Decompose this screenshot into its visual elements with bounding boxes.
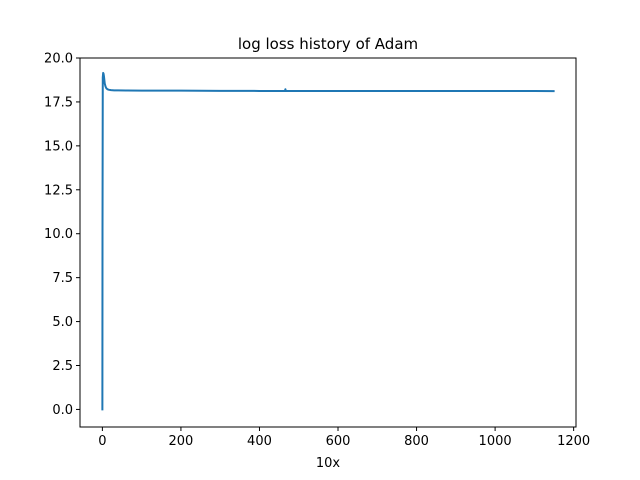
y-tick-label: 2.5 (52, 359, 73, 374)
x-tick-label: 1000 (479, 434, 512, 449)
series-line-0 (101, 71, 555, 411)
y-tick-label: 20.0 (44, 52, 73, 67)
x-tick-label: 200 (169, 434, 194, 449)
x-axis-label: 10x (316, 456, 341, 471)
y-tick-label: 17.5 (44, 95, 73, 110)
x-tick-label: 800 (404, 434, 429, 449)
plot-area: 0 200 400 600 800 1000 1200 0.0 2.5 5.0 7.5 10.0 12.… (44, 52, 590, 450)
x-tick-label: 400 (247, 434, 272, 449)
x-tick-label: 1200 (557, 434, 590, 449)
x-tick-label: 600 (326, 434, 351, 449)
y-tick-label: 12.5 (44, 183, 73, 198)
y-tick-label: 7.5 (52, 271, 73, 286)
chart-title: log loss history of Adam (238, 35, 418, 53)
y-tick-label: 0.0 (52, 403, 73, 418)
x-tick-label: 0 (98, 434, 106, 449)
y-tick-label: 15.0 (44, 139, 73, 154)
y-tick-label: 5.0 (52, 315, 73, 330)
y-tick-label: 10.0 (44, 227, 73, 242)
axes-frame (79, 57, 577, 428)
